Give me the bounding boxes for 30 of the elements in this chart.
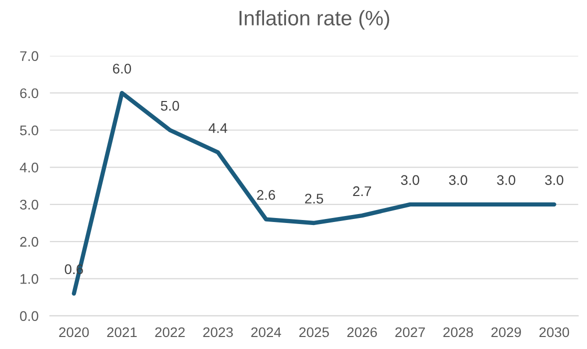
y-tick-label: 6.0 bbox=[20, 88, 38, 98]
x-tick-label: 2028 bbox=[443, 327, 473, 338]
y-tick-label: 7.0 bbox=[20, 51, 38, 62]
data-label: 3.0 bbox=[400, 175, 420, 185]
y-tick-label: 1.0 bbox=[20, 274, 38, 284]
x-tick-label: 2027 bbox=[395, 327, 425, 338]
y-tick-label: 0.0 bbox=[20, 311, 38, 322]
x-tick-label: 2024 bbox=[251, 327, 282, 338]
data-label: 5.0 bbox=[160, 100, 180, 111]
y-tick-label: 4.0 bbox=[20, 162, 38, 172]
data-label: 2.7 bbox=[353, 186, 372, 196]
data-label: 2.6 bbox=[257, 190, 276, 200]
x-tick-label: 2025 bbox=[299, 327, 329, 338]
data-label: 3.0 bbox=[497, 175, 516, 185]
y-tick-label: 5.0 bbox=[20, 125, 38, 136]
y-tick-label: 3.0 bbox=[20, 200, 38, 210]
x-tick-label: 2020 bbox=[59, 327, 89, 338]
x-tick-label: 2022 bbox=[155, 327, 185, 338]
data-label: 3.0 bbox=[545, 175, 564, 185]
x-tick-label: 2021 bbox=[107, 327, 137, 338]
x-tick-label: 2029 bbox=[491, 327, 521, 338]
y-tick-label: 2.0 bbox=[20, 236, 38, 247]
data-label: 2.5 bbox=[305, 194, 324, 204]
data-label: 3.0 bbox=[449, 175, 468, 185]
x-tick-label: 2023 bbox=[203, 327, 233, 338]
x-tick-label: 2030 bbox=[539, 327, 570, 338]
data-label: 4.4 bbox=[208, 123, 228, 133]
data-label: 6.0 bbox=[112, 64, 132, 74]
chart-title: Inflation rate (%) bbox=[240, 10, 390, 30]
x-tick-label: 2026 bbox=[347, 327, 377, 338]
